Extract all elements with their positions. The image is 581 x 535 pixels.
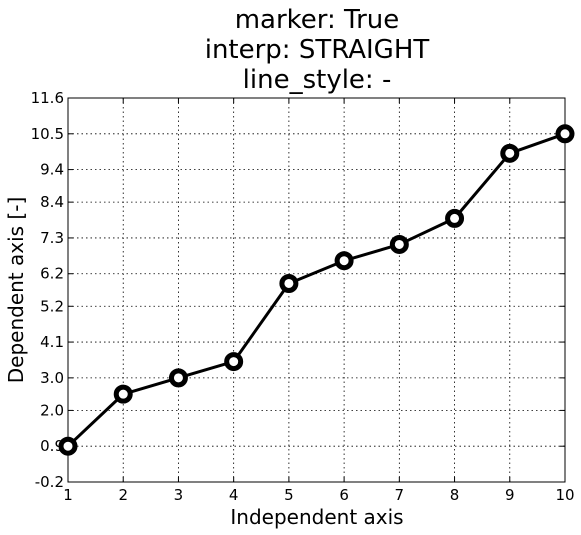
title-line-1: marker: True — [235, 5, 400, 35]
x-tick-label: 5 — [284, 486, 294, 504]
data-point — [389, 234, 409, 254]
title-line-2: interp: STRAIGHT — [205, 35, 430, 65]
y-tick-label: 8.4 — [40, 193, 64, 211]
data-point — [334, 251, 354, 271]
x-tick-label: 1 — [63, 486, 73, 504]
x-tick-label: 7 — [395, 486, 405, 504]
y-tick-label: 7.3 — [40, 229, 64, 247]
y-tick-label: 6.2 — [40, 265, 64, 283]
data-point — [445, 208, 465, 228]
tick-marks — [67, 97, 566, 483]
y-tick-label: -0.2 — [35, 473, 64, 491]
x-tick-label: 9 — [505, 486, 515, 504]
plot-frame — [67, 97, 566, 483]
y-tick-label: 9.4 — [40, 161, 64, 179]
y-tick-label: 3.0 — [40, 369, 64, 387]
y-tick-label: 5.2 — [40, 297, 64, 315]
y-tick-label: 10.5 — [31, 125, 64, 143]
data-point — [555, 124, 575, 144]
series-line — [66, 132, 566, 448]
data-point — [500, 143, 520, 163]
x-tick-labels: 1 2 3 4 5 6 7 8 9 10 — [63, 486, 574, 504]
data-point — [58, 436, 78, 456]
y-axis-label: Dependent axis [-] — [4, 197, 28, 384]
y-tick-label: 11.6 — [31, 89, 64, 107]
grid-lines — [68, 98, 565, 482]
data-point — [224, 352, 244, 372]
data-point — [168, 368, 188, 388]
y-tick-label: 0.9 — [40, 437, 64, 455]
x-tick-label: 2 — [118, 486, 128, 504]
y-tick-label: 4.1 — [40, 333, 64, 351]
title-line-3: line_style: - — [243, 65, 392, 95]
y-tick-label: 2.0 — [40, 401, 64, 419]
data-point — [113, 384, 133, 404]
x-tick-label: 6 — [339, 486, 349, 504]
chart-title: marker: True interp: STRAIGHT line_style… — [205, 5, 430, 95]
x-tick-label: 8 — [450, 486, 460, 504]
x-tick-label: 10 — [555, 486, 574, 504]
x-tick-label: 4 — [229, 486, 239, 504]
y-tick-labels: -0.2 0.9 2.0 3.0 4.1 5.2 6.2 7.3 8.4 9.4 10.5 11.6 — [31, 89, 64, 491]
x-axis-label: Independent axis — [230, 505, 403, 529]
x-tick-label: 3 — [174, 486, 184, 504]
data-point — [279, 273, 299, 293]
series-group — [58, 124, 575, 456]
